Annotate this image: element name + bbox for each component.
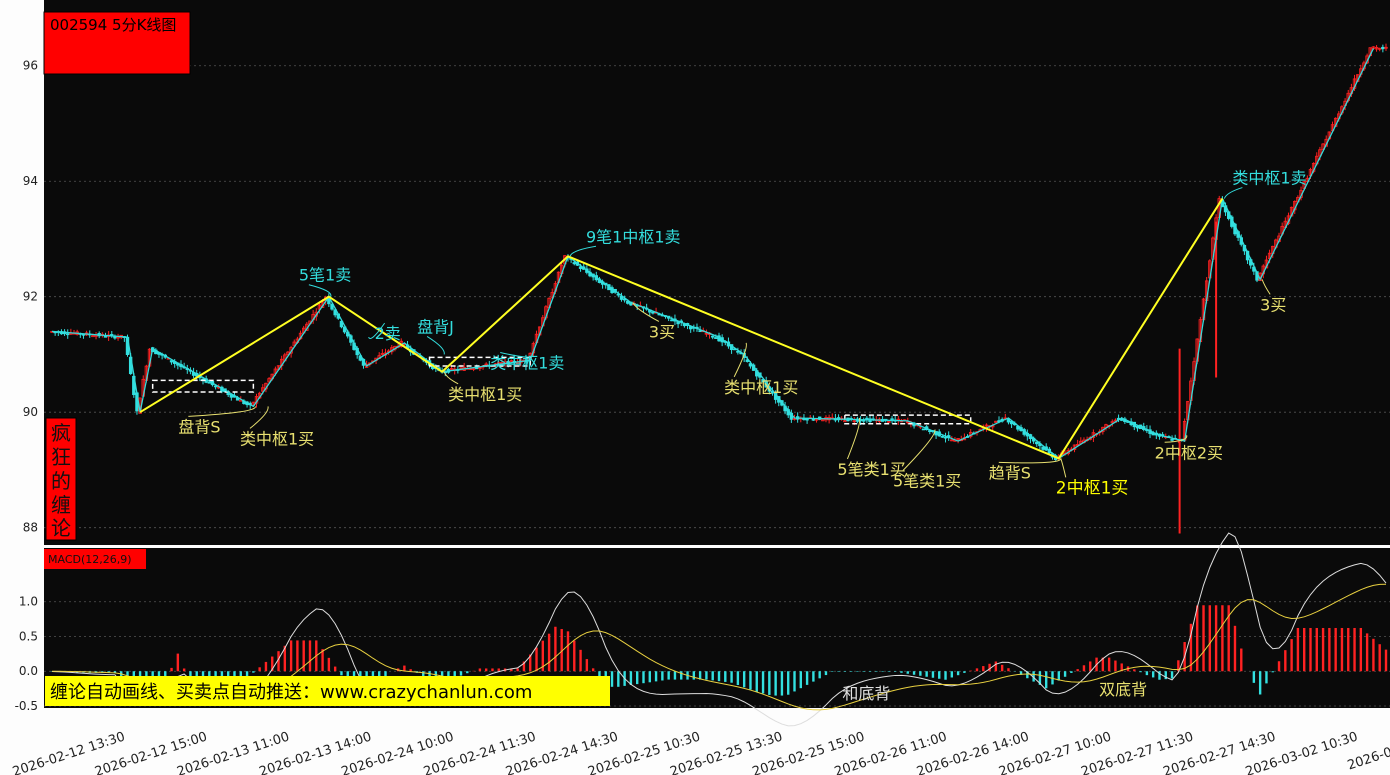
candle-body bbox=[1120, 419, 1123, 420]
annotation-5: 3买 bbox=[649, 322, 675, 341]
macd-annotation-1: 双底背 bbox=[1099, 680, 1147, 699]
candle-body bbox=[922, 429, 925, 430]
annotation-6: 类中枢1买 bbox=[448, 385, 522, 404]
annotation-4: 9笔1中枢1卖 bbox=[586, 227, 681, 246]
y-tick-label-96: 96 bbox=[23, 59, 38, 73]
candle-body bbox=[1042, 447, 1045, 449]
macd-tick-label-0: -0.5 bbox=[15, 699, 38, 713]
candle-body bbox=[1035, 442, 1038, 444]
annotation-2: 盘背J bbox=[417, 317, 454, 336]
candle-body bbox=[715, 338, 718, 339]
candle-body bbox=[579, 267, 582, 269]
annotation-14: 2中枢2买 bbox=[1155, 443, 1223, 462]
candle-body bbox=[944, 437, 947, 438]
candle-body bbox=[573, 263, 576, 264]
macd-label: MACD(12,26,9) bbox=[48, 553, 132, 566]
annotation-9: 类中枢1买 bbox=[724, 378, 798, 397]
macd-annotation-0: 和底背 bbox=[842, 684, 890, 703]
annotation-7: 盘背S bbox=[178, 417, 220, 436]
annotation-11: 5笔类1买 bbox=[893, 472, 961, 491]
candle-body bbox=[1171, 439, 1174, 440]
main-plot-bg bbox=[44, 0, 1390, 545]
side-label-char-4: 论 bbox=[51, 516, 71, 540]
candle-body bbox=[711, 336, 714, 337]
macd-tick-label-2: 0.5 bbox=[19, 629, 38, 643]
candle-body bbox=[941, 436, 944, 437]
candle-body bbox=[652, 312, 655, 313]
annotation-0: 5笔1卖 bbox=[299, 266, 351, 285]
candle-body bbox=[1007, 419, 1010, 422]
annotation-1: 2卖 bbox=[375, 324, 401, 343]
candle-body bbox=[104, 336, 107, 337]
side-label-char-0: 疯 bbox=[51, 421, 71, 445]
chart-title: 002594 5分K线图 bbox=[50, 16, 176, 34]
candle-body bbox=[1382, 47, 1385, 48]
annotation-15: 类中枢1卖 bbox=[1232, 169, 1306, 188]
y-tick-label-90: 90 bbox=[23, 405, 38, 419]
candle-body bbox=[1136, 426, 1139, 428]
macd-tick-label-3: 1.0 bbox=[19, 595, 38, 609]
annotation-16: 3买 bbox=[1260, 295, 1286, 314]
candle-body bbox=[66, 334, 69, 335]
side-label-char-1: 狂 bbox=[51, 445, 71, 469]
candle-body bbox=[812, 419, 815, 420]
y-tick-label-88: 88 bbox=[23, 521, 38, 535]
macd-tick-label-1: 0.0 bbox=[19, 664, 38, 678]
candle-body bbox=[671, 320, 674, 321]
annotation-13: 2中枢1买 bbox=[1056, 478, 1129, 498]
promo-banner: 缠论自动画线、买卖点自动推送：www.crazychanlun.com bbox=[50, 682, 532, 703]
annotation-8: 类中枢1买 bbox=[240, 429, 314, 448]
annotation-3: 类中枢1卖 bbox=[490, 353, 564, 372]
y-tick-label-92: 92 bbox=[23, 290, 38, 304]
candle-body bbox=[170, 361, 173, 362]
side-label-char-3: 缠 bbox=[51, 493, 71, 517]
annotation-12: 趋背S bbox=[989, 463, 1031, 482]
candle-body bbox=[699, 331, 702, 332]
side-label-char-2: 的 bbox=[51, 469, 71, 493]
y-tick-label-94: 94 bbox=[23, 174, 38, 188]
